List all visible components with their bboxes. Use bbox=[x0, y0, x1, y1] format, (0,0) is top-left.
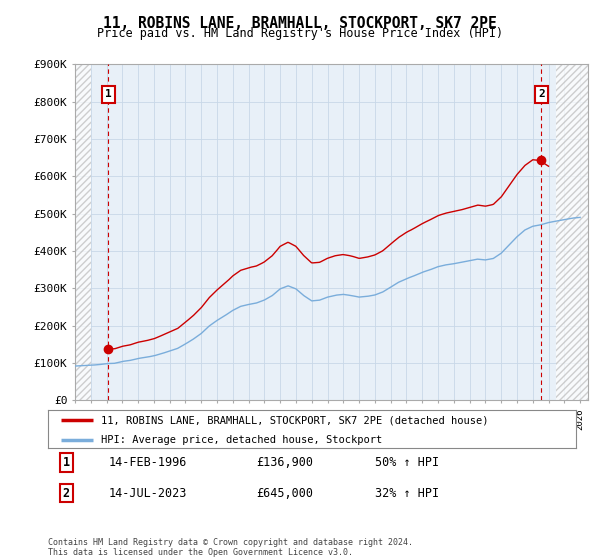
Text: 2: 2 bbox=[538, 89, 545, 99]
Text: 32% ↑ HPI: 32% ↑ HPI bbox=[376, 487, 439, 500]
Text: HPI: Average price, detached house, Stockport: HPI: Average price, detached house, Stoc… bbox=[101, 435, 382, 445]
Text: 2: 2 bbox=[63, 487, 70, 500]
Text: £645,000: £645,000 bbox=[257, 487, 314, 500]
Text: Contains HM Land Registry data © Crown copyright and database right 2024.
This d: Contains HM Land Registry data © Crown c… bbox=[48, 538, 413, 557]
Text: 14-FEB-1996: 14-FEB-1996 bbox=[109, 456, 187, 469]
Text: Price paid vs. HM Land Registry's House Price Index (HPI): Price paid vs. HM Land Registry's House … bbox=[97, 27, 503, 40]
Text: 11, ROBINS LANE, BRAMHALL, STOCKPORT, SK7 2PE: 11, ROBINS LANE, BRAMHALL, STOCKPORT, SK… bbox=[103, 16, 497, 31]
Text: 11, ROBINS LANE, BRAMHALL, STOCKPORT, SK7 2PE (detached house): 11, ROBINS LANE, BRAMHALL, STOCKPORT, SK… bbox=[101, 415, 488, 425]
Bar bbox=[75, 64, 91, 400]
Text: 1: 1 bbox=[63, 456, 70, 469]
Bar bbox=[556, 64, 600, 400]
Text: 1: 1 bbox=[105, 89, 112, 99]
Text: 14-JUL-2023: 14-JUL-2023 bbox=[109, 487, 187, 500]
Text: 50% ↑ HPI: 50% ↑ HPI bbox=[376, 456, 439, 469]
Text: £136,900: £136,900 bbox=[257, 456, 314, 469]
